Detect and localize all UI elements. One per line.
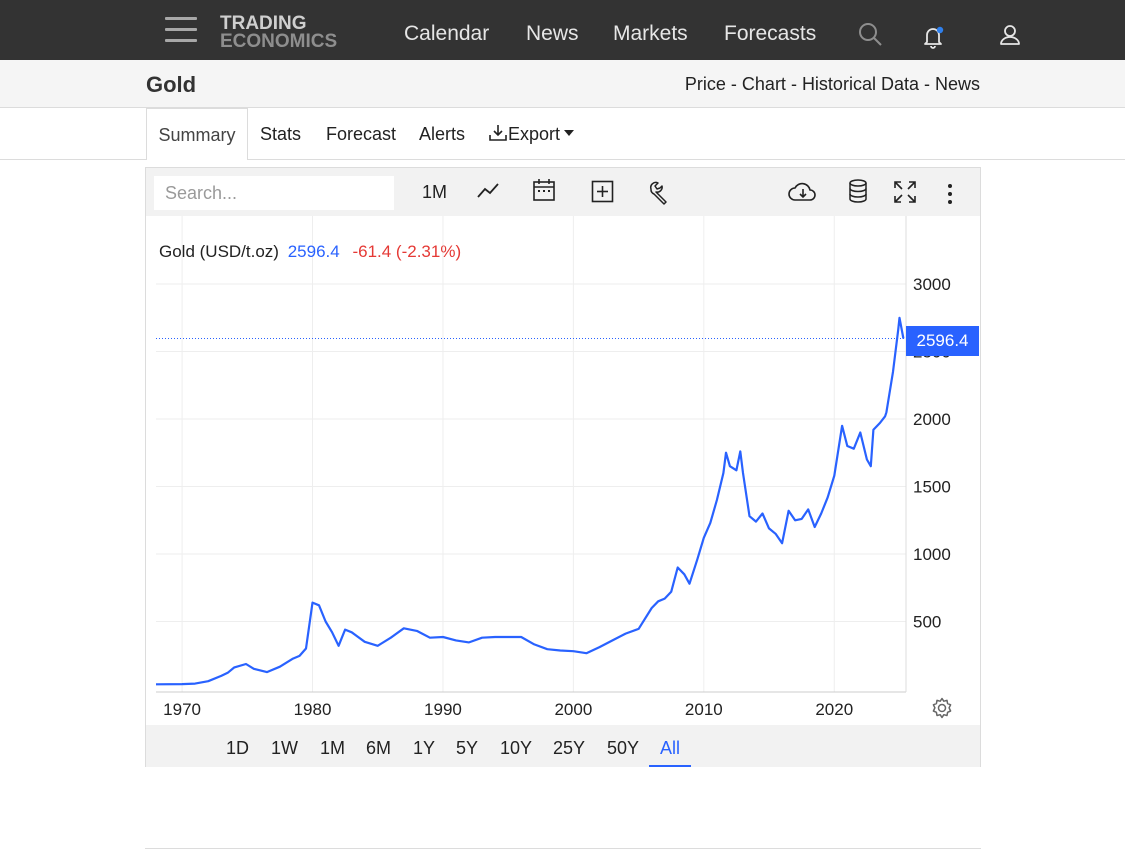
x-tick-label: 1990 xyxy=(424,700,462,719)
x-tick-label: 2000 xyxy=(554,700,592,719)
tab-stats[interactable]: Stats xyxy=(260,124,302,144)
price-chart[interactable]: 1970 1980 1990 2000 2010 2020 500 1000 1500 2000 2… xyxy=(146,216,980,725)
divider xyxy=(0,159,146,160)
page-header: Gold Price - Chart - Historical Data - N… xyxy=(0,60,1125,108)
tab-export[interactable]: Export xyxy=(488,124,575,145)
x-tick-label: 2020 xyxy=(815,700,853,719)
chart-toolbar: 1M xyxy=(146,168,980,216)
tab-summary[interactable]: Summary xyxy=(146,108,248,160)
crumb-separator: - xyxy=(918,74,935,94)
range-5y[interactable]: 5Y xyxy=(456,738,479,758)
range-1w[interactable]: 1W xyxy=(271,738,298,758)
trading-economics-logo[interactable]: TRADING ECONOMICS xyxy=(220,13,338,52)
bell-icon[interactable] xyxy=(921,24,947,50)
line-chart-icon[interactable] xyxy=(476,181,502,201)
chevron-down-icon xyxy=(564,130,575,137)
y-tick-label: 2000 xyxy=(913,410,951,429)
last-price-tag: 2596.4 xyxy=(906,326,979,356)
cloud-download-icon[interactable] xyxy=(788,181,818,203)
legend-series-name: Gold (USD/t.oz) xyxy=(159,242,279,261)
legend-change: -61.4 (-2.31%) xyxy=(352,242,462,261)
x-tick-label: 2010 xyxy=(685,700,723,719)
nav-link-markets[interactable]: Markets xyxy=(613,22,688,45)
link-historical-data[interactable]: Historical Data xyxy=(801,74,919,94)
gear-icon[interactable] xyxy=(931,697,953,719)
range-1y[interactable]: 1Y xyxy=(413,738,436,758)
fullscreen-icon[interactable] xyxy=(893,180,917,204)
tab-forecast[interactable]: Forecast xyxy=(326,124,397,144)
crumb-separator: - xyxy=(785,74,802,94)
range-1m[interactable]: 1M xyxy=(320,738,346,758)
calendar-icon[interactable] xyxy=(532,178,556,202)
range-50y[interactable]: 50Y xyxy=(607,738,640,758)
active-range-indicator xyxy=(649,765,691,767)
y-tick-label: 1500 xyxy=(913,478,951,497)
nav-link-forecasts[interactable]: Forecasts xyxy=(724,22,817,45)
chart-legend: Gold (USD/t.oz) 2596.4 -61.4 (-2.31%) xyxy=(159,242,461,262)
more-vertical-icon[interactable] xyxy=(946,183,954,205)
range-6m[interactable]: 6M xyxy=(366,738,392,758)
y-tick-label: 500 xyxy=(913,613,941,632)
divider xyxy=(247,159,1125,160)
wrench-icon[interactable] xyxy=(647,181,671,205)
menu-icon[interactable] xyxy=(165,17,197,45)
logo-line1: TRADING xyxy=(220,13,307,34)
x-tick-label: 1970 xyxy=(163,700,201,719)
logo-line2: ECONOMICS xyxy=(220,31,338,52)
chart-search-input[interactable] xyxy=(154,176,394,210)
range-10y[interactable]: 10Y xyxy=(500,738,533,758)
y-tick-label: 1000 xyxy=(913,545,951,564)
add-box-icon[interactable] xyxy=(591,180,614,203)
legend-last-value: 2596.4 xyxy=(287,242,340,261)
tab-alerts[interactable]: Alerts xyxy=(419,124,466,144)
interval-button[interactable]: 1M xyxy=(422,182,448,202)
link-chart[interactable]: Chart xyxy=(741,74,786,94)
nav-link-news[interactable]: News xyxy=(526,22,579,45)
range-1d[interactable]: 1D xyxy=(226,738,250,758)
link-price[interactable]: Price xyxy=(684,74,726,94)
search-icon[interactable] xyxy=(858,22,884,48)
range-25y[interactable]: 25Y xyxy=(553,738,586,758)
link-news[interactable]: News xyxy=(934,74,980,94)
page-title: Gold xyxy=(146,72,197,97)
export-label: Export xyxy=(508,124,561,144)
chart-widget: 1M xyxy=(145,167,981,767)
user-icon[interactable] xyxy=(998,23,1022,47)
y-tick-label: 3000 xyxy=(913,275,951,294)
range-all[interactable]: All xyxy=(660,738,681,758)
crumb-separator: - xyxy=(725,74,742,94)
series-line-gold[interactable] xyxy=(155,316,905,686)
top-navigation-bar: TRADING ECONOMICS Calendar News Markets … xyxy=(0,0,1125,60)
tabs-row: Summary Stats Forecast Alerts Export xyxy=(0,108,1125,160)
download-icon xyxy=(489,125,507,141)
range-selector: 1D 1W 1M 6M 1Y 5Y 10Y 25Y 50Y All xyxy=(146,725,980,767)
breadcrumb: Price - Chart - Historical Data - News xyxy=(685,74,980,95)
database-icon[interactable] xyxy=(848,179,868,203)
nav-link-calendar[interactable]: Calendar xyxy=(404,22,490,45)
x-tick-label: 1980 xyxy=(294,700,332,719)
